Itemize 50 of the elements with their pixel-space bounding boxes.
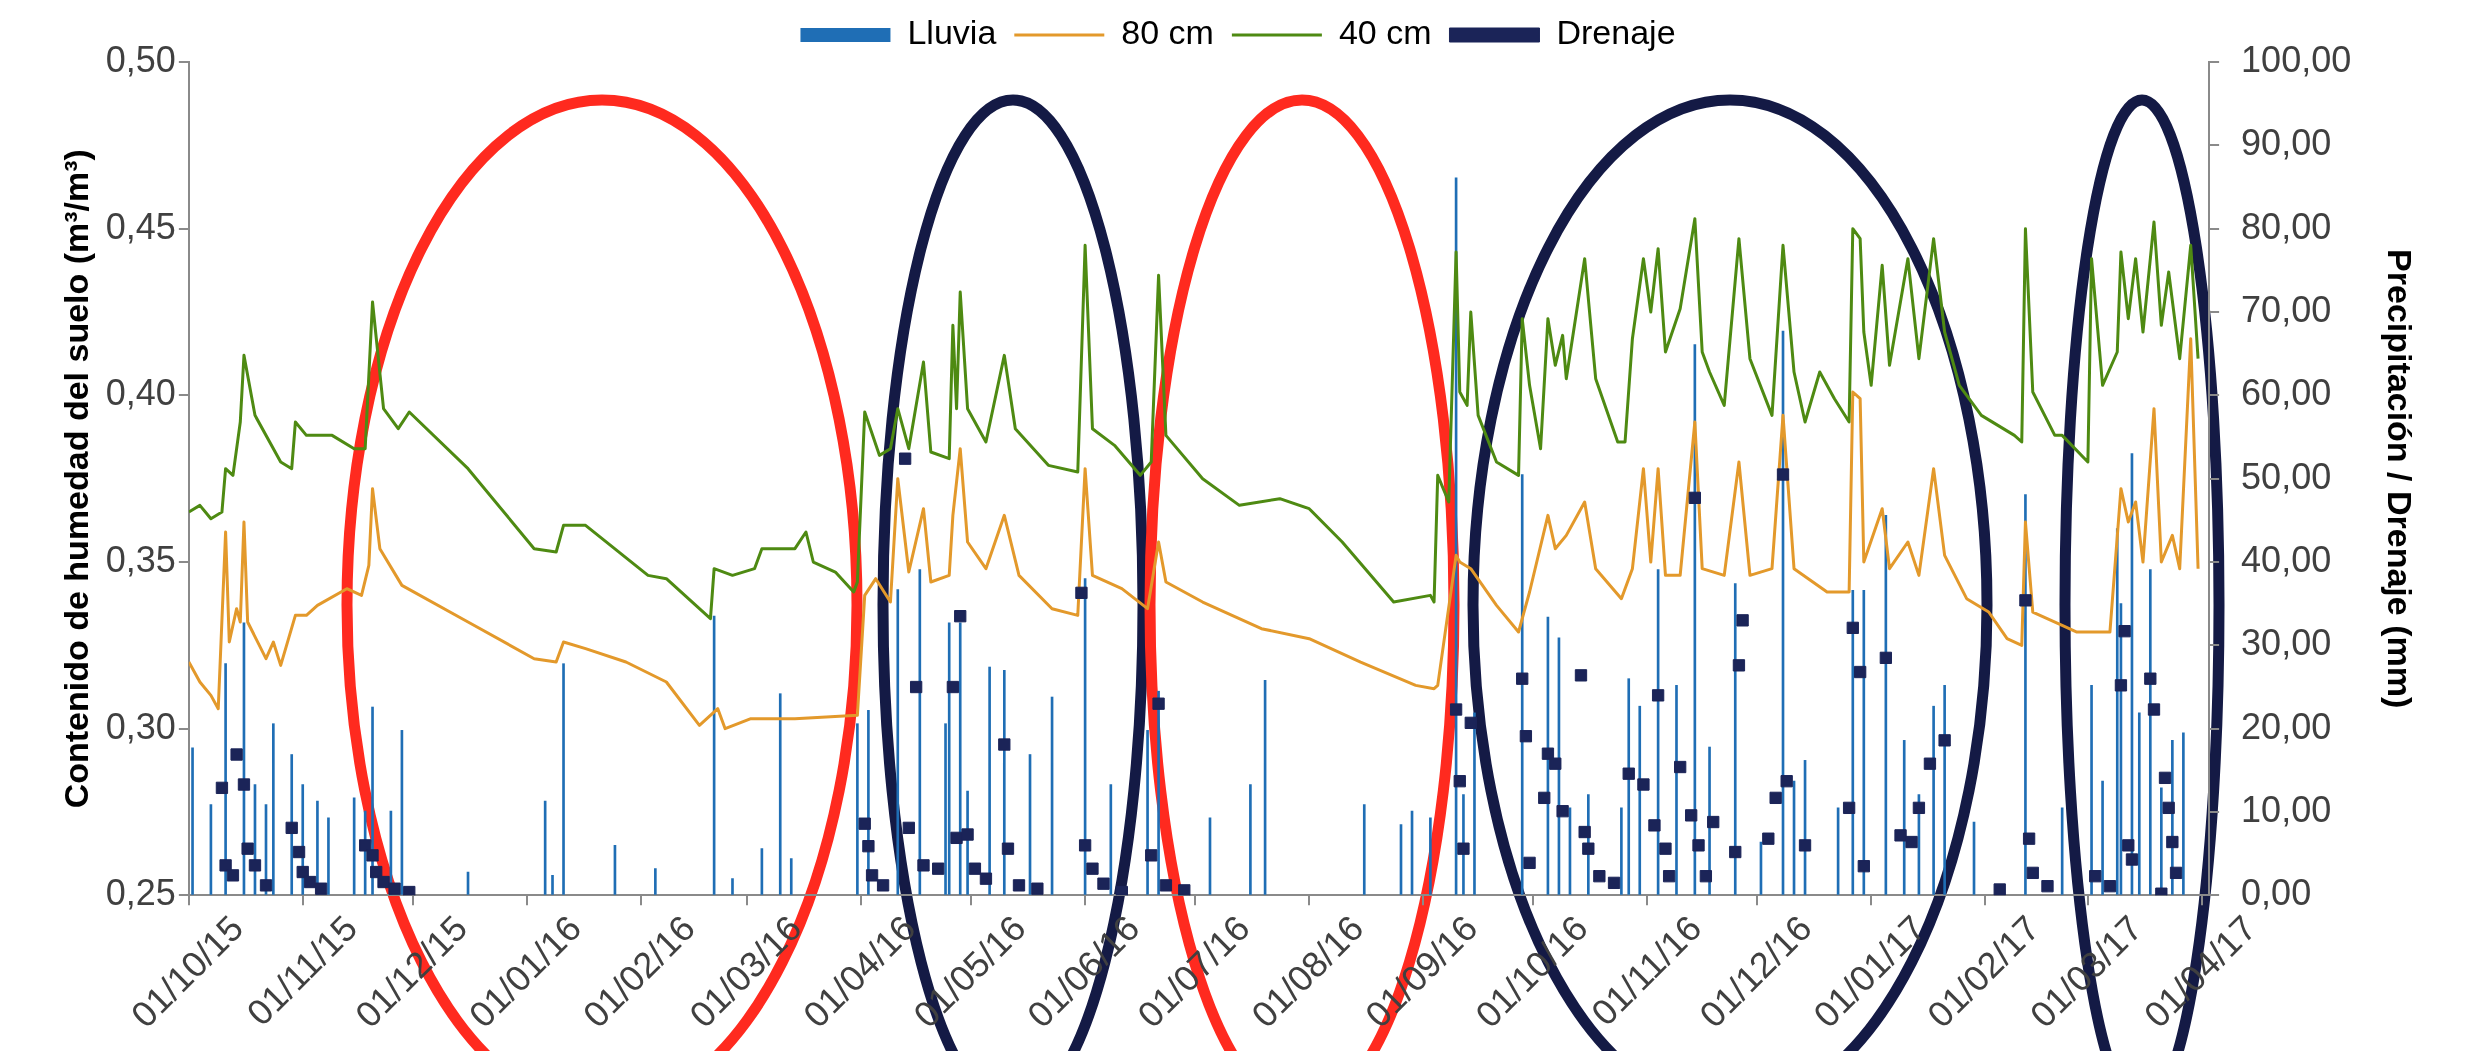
bar	[2101, 780, 2104, 895]
y2-tick-label: 60,00	[2241, 372, 2332, 414]
y2-tick-label: 80,00	[2241, 205, 2332, 247]
bar	[856, 723, 859, 895]
y2-tick-label: 70,00	[2241, 288, 2332, 330]
bar	[2090, 685, 2093, 895]
y-tick-label: 0,40	[105, 372, 176, 414]
bar	[1249, 784, 1252, 895]
bar	[1675, 685, 1678, 895]
y2-tick-label: 10,00	[2241, 788, 2332, 830]
bar	[1932, 705, 1935, 895]
bar	[778, 693, 782, 895]
bar	[562, 663, 565, 895]
bar	[1429, 817, 1432, 895]
bar	[654, 868, 657, 895]
bar	[1620, 807, 1623, 895]
bar	[224, 663, 227, 895]
y-tick-label: 0,30	[105, 705, 176, 747]
y-axis-title: Contenido de humedad del suelo (m³/m³)	[56, 149, 95, 809]
legend-label: Lluvia	[907, 13, 997, 52]
bar	[1146, 730, 1149, 895]
y-tick-label: 0,25	[105, 872, 176, 914]
bar	[731, 878, 734, 895]
bar	[1473, 712, 1476, 895]
bar	[272, 723, 275, 895]
y2-tick-label: 0,00	[2241, 872, 2312, 914]
bar	[1157, 690, 1160, 895]
y2-tick-label: 90,00	[2241, 122, 2332, 164]
y-tick-label: 0,35	[105, 538, 176, 580]
bar	[1943, 685, 1946, 895]
bar	[896, 589, 900, 895]
bar	[988, 666, 991, 895]
y2-tick-label: 40,00	[2241, 538, 2332, 580]
y2-tick-label: 50,00	[2241, 455, 2332, 497]
y2-axis-title: Precipitación / Drenaje (mm)	[2381, 249, 2420, 709]
y2-tick-label: 20,00	[2241, 705, 2332, 747]
bar	[327, 817, 330, 895]
bar	[1109, 784, 1113, 895]
legend-label: Drenaje	[1556, 13, 1676, 52]
y-tick-label: 0,45	[105, 205, 176, 247]
bar	[551, 875, 554, 895]
bar	[789, 858, 793, 895]
bar	[1362, 804, 1366, 895]
y-tick-label: 0,50	[105, 38, 176, 80]
bar	[2182, 732, 2185, 895]
y2-tick-label: 100,00	[2241, 38, 2352, 80]
y2-tick-label: 30,00	[2241, 622, 2332, 664]
legend-label: 80 cm	[1121, 13, 1214, 52]
legend-label: 40 cm	[1338, 13, 1432, 52]
bar	[191, 747, 194, 895]
